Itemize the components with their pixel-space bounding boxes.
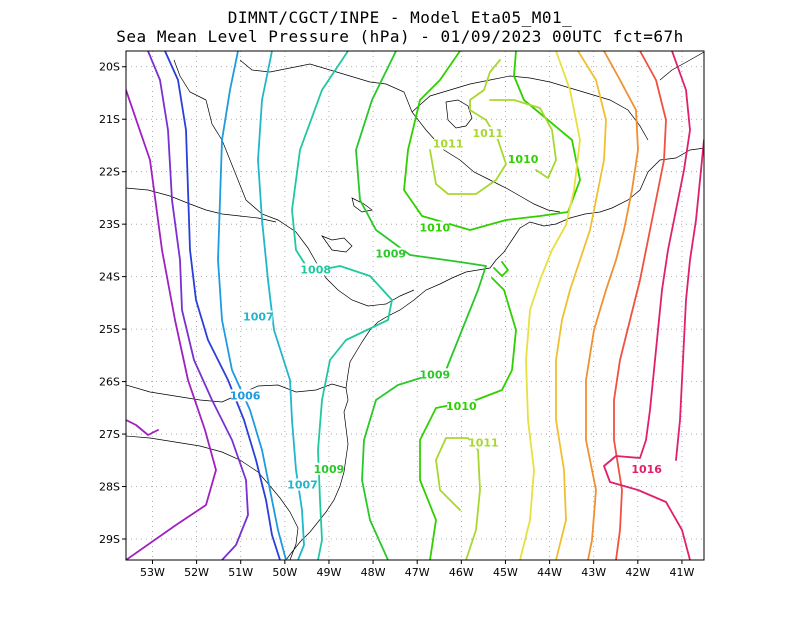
isobar-label: 1007 (287, 479, 318, 492)
lat-tick-label: 25S (99, 323, 120, 336)
lon-tick-label: 48W (361, 566, 386, 579)
isobar-label: 1010 (508, 153, 539, 166)
isobar-label-bg (376, 247, 405, 260)
lake (445, 99, 473, 129)
lat-tick-label: 22S (99, 166, 120, 179)
isobar-1010 (493, 261, 509, 277)
state-border (173, 59, 207, 101)
isobar-label-bg (420, 368, 449, 381)
isobar-1014 (585, 51, 639, 560)
lat-tick-label: 28S (99, 481, 120, 494)
isobar-label-bg (447, 399, 476, 412)
isobar-label: 1011 (468, 437, 499, 450)
isobar-label: 1016 (631, 463, 662, 476)
isobar-label: 1009 (420, 368, 451, 381)
isobar-label-bg (473, 126, 502, 139)
lat-tick-label: 27S (99, 428, 120, 441)
lake (321, 235, 353, 253)
isobar-label-bg (469, 436, 498, 449)
lon-tick-label: 46W (449, 566, 474, 579)
isobar-label: 1009 (375, 248, 406, 261)
isobar-label: 1011 (472, 127, 503, 140)
lon-tick-label: 45W (493, 566, 518, 579)
lon-tick-label: 47W (405, 566, 430, 579)
lon-tick-label: 49W (317, 566, 342, 579)
isobar-label: 1010 (446, 400, 477, 413)
isobar-label-bg (231, 389, 260, 402)
isobar-label-bg (244, 310, 273, 323)
isobar-1003 (126, 89, 217, 560)
isobar-label: 1007 (243, 311, 274, 324)
lat-tick-label: 21S (99, 113, 120, 126)
state-border (205, 99, 415, 307)
isobar-label: 1009 (314, 463, 345, 476)
lon-tick-label: 43W (581, 566, 606, 579)
isobar-label: 1011 (433, 137, 464, 150)
isobar-label-bg (420, 221, 449, 234)
state-border (126, 435, 299, 560)
isobar-1013 (555, 51, 607, 560)
isobar-label-bg (434, 137, 463, 150)
isobar-1016 (603, 51, 691, 560)
isobar-1009 (355, 51, 487, 560)
coastline (285, 147, 704, 560)
isobar-label: 1010 (420, 221, 451, 234)
lat-tick-label: 23S (99, 218, 120, 231)
lon-tick-label: 44W (537, 566, 562, 579)
lon-tick-label: 42W (625, 566, 650, 579)
state-border (411, 75, 649, 141)
isobar-1010 (403, 51, 581, 231)
isobar-1010 (419, 277, 517, 560)
lon-tick-label: 41W (670, 566, 695, 579)
isobar-label: 1006 (230, 389, 261, 402)
lon-tick-label: 52W (184, 566, 209, 579)
isobar-1003 (126, 419, 159, 436)
isobar-1007 (257, 51, 305, 560)
lon-tick-label: 53W (140, 566, 165, 579)
state-border (239, 59, 561, 213)
isobar-1012 (519, 51, 581, 560)
lat-tick-label: 29S (99, 533, 120, 546)
lat-tick-label: 24S (99, 271, 120, 284)
lat-tick-label: 26S (99, 376, 120, 389)
coastline-borders (126, 51, 704, 560)
lat-tick-label: 20S (99, 61, 120, 74)
isobar-1017 (675, 139, 704, 461)
isobar-label-bg (632, 462, 661, 475)
isobar-label: 1008 (300, 263, 331, 276)
isobar-label-bg (509, 153, 538, 166)
isobar-label-bg (288, 478, 317, 491)
isobar-1011 (435, 437, 481, 560)
state-border (659, 51, 704, 81)
isobar-lines (126, 51, 704, 560)
isobar-labels: 1011 1011 1010 1010 1009 1008 1007 1009 1006 1010… (230, 127, 662, 492)
lon-tick-label: 50W (272, 566, 297, 579)
isobar-1011 (429, 59, 507, 195)
lon-tick-label: 51W (228, 566, 253, 579)
isobar-label-bg (314, 462, 343, 475)
chart-title: DIMNT/CGCT/INPE - Model Eta05_M01_ (227, 8, 573, 27)
isobar-1015 (613, 51, 667, 560)
chart-subtitle: Sea Mean Level Pressure (hPa) - 01/09/20… (116, 27, 684, 46)
state-border (126, 187, 277, 223)
isobar-label-bg (301, 263, 330, 276)
isobar-1005 (164, 51, 281, 560)
isobar-1011 (489, 99, 557, 179)
map-frame (125, 50, 705, 561)
isobar-1004 (147, 51, 249, 560)
isobar-1006 (217, 51, 287, 560)
axis-ticks: 53W 52W 51W 50W 49W 48W 47W 46W 45W 44W 43W 42W 41W 2… (99, 61, 694, 579)
